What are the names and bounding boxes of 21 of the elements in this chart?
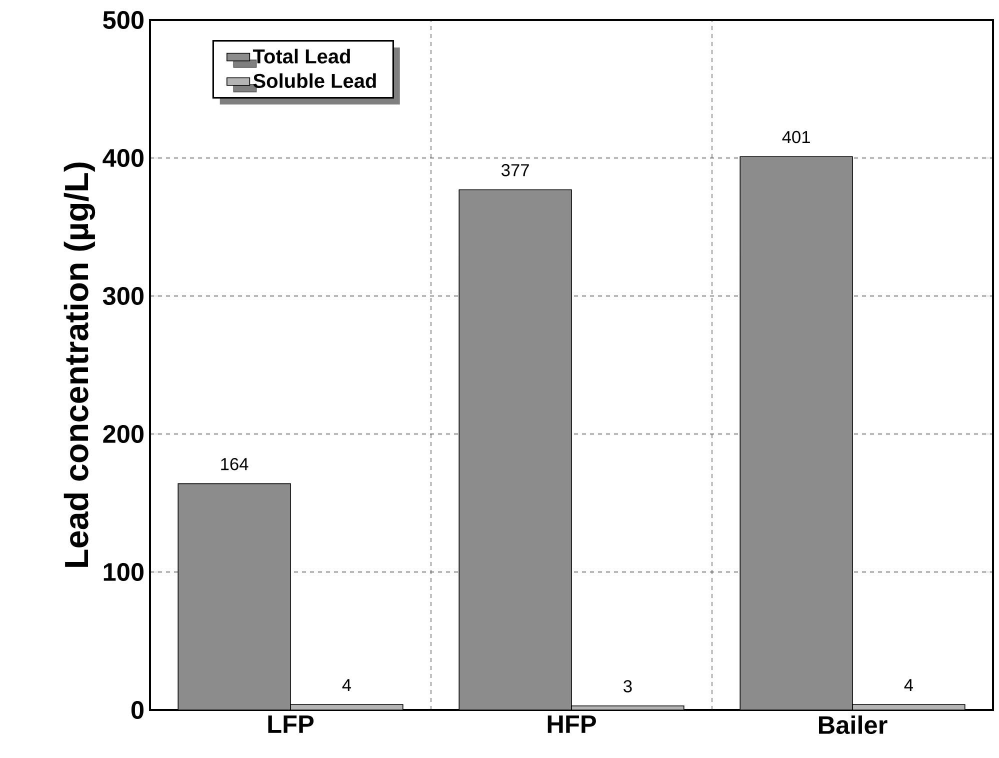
legend-label: Total Lead (252, 48, 350, 64)
bar (178, 484, 291, 710)
y-tick-label: 200 (103, 425, 144, 443)
data-label: 377 (502, 164, 529, 176)
data-label: 164 (221, 458, 248, 470)
data-label: 4 (904, 679, 914, 692)
data-label: 3 (624, 680, 632, 692)
y-tick-label: 300 (102, 287, 144, 305)
y-tick-label: 0 (131, 701, 144, 719)
legend-label: Soluble Lead (253, 73, 376, 88)
data-label: 401 (782, 130, 810, 144)
bar (459, 190, 572, 710)
bar (740, 156, 853, 710)
y-tick-label: 500 (103, 11, 144, 29)
x-tick-label: HFP (548, 715, 596, 733)
y-tick-label: 400 (102, 149, 144, 167)
x-tick-label: Bailer (818, 715, 888, 734)
data-label: 4 (342, 679, 352, 692)
y-axis-title: Lead concentration (µg/L) (64, 162, 96, 567)
x-tick-label: LFP (268, 715, 314, 733)
y-tick-label: 100 (104, 563, 144, 581)
